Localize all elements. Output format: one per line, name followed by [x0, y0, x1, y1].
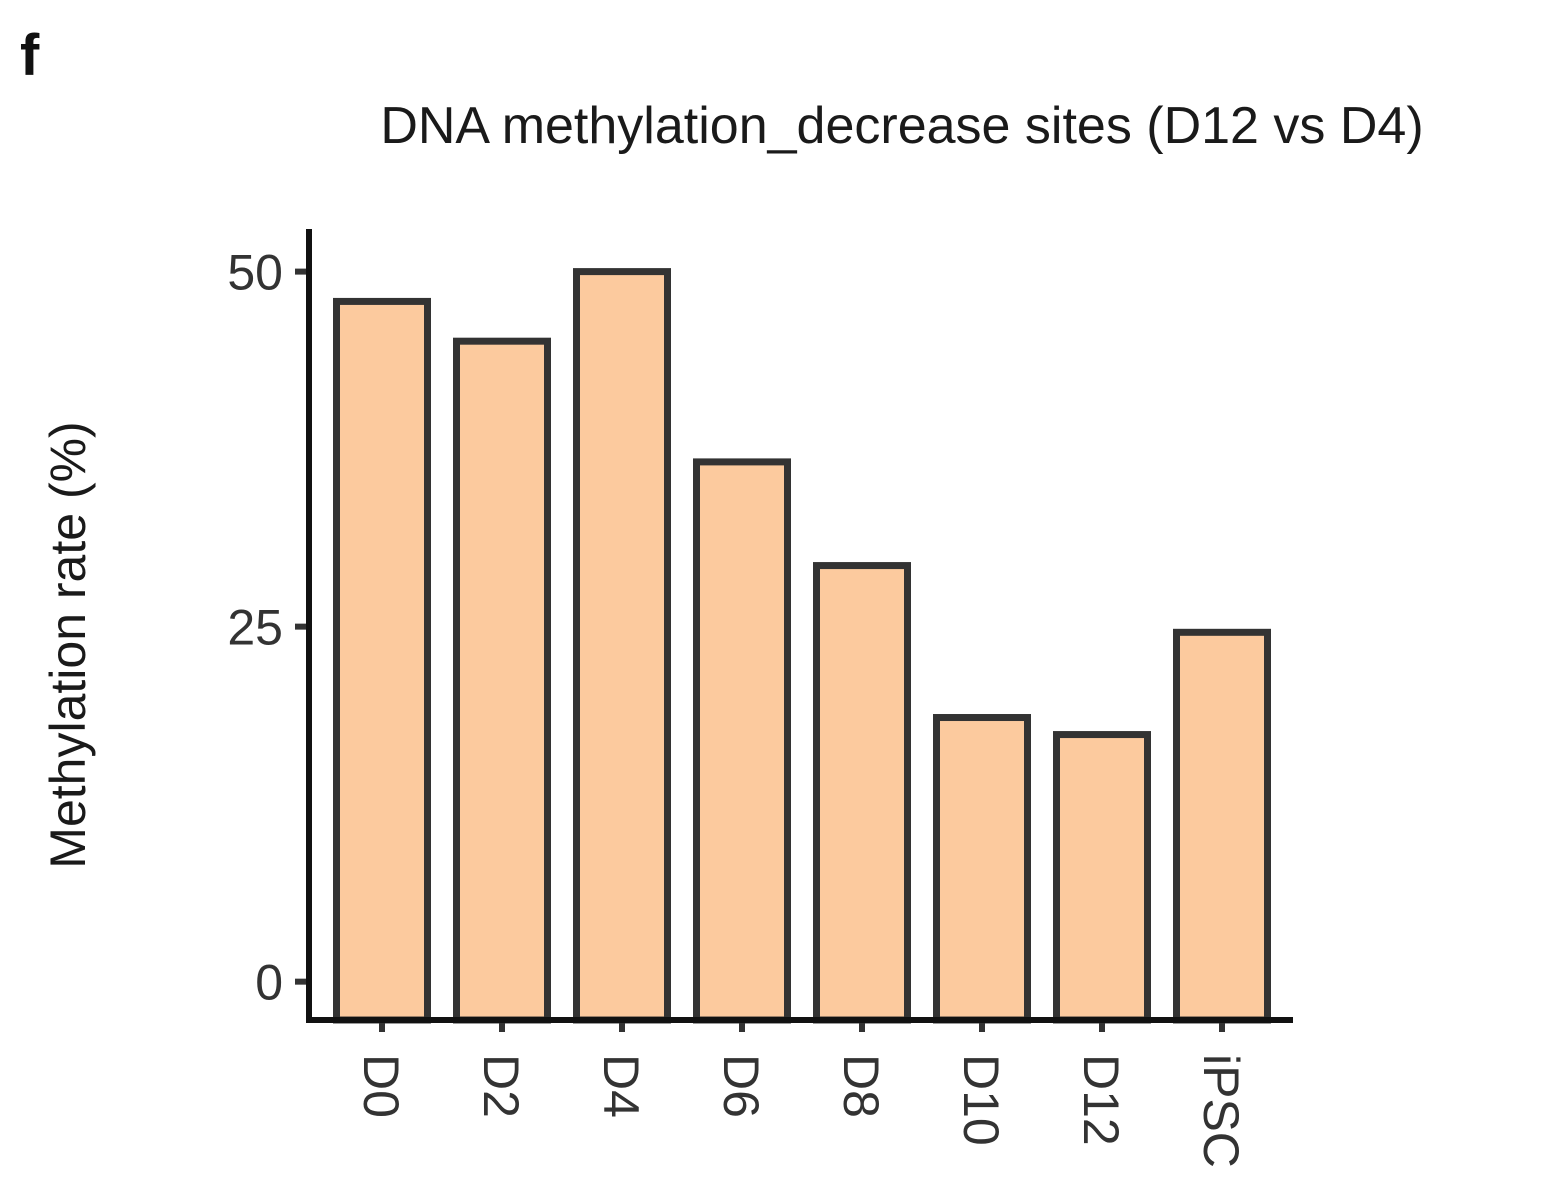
x-tick-label: D8: [833, 1054, 889, 1118]
bar-d10: [933, 714, 1031, 1024]
bar-d0: [333, 297, 431, 1024]
bar-ipsc: [1173, 628, 1271, 1024]
x-tick-label: D2: [473, 1054, 529, 1118]
chart-title: DNA methylation_decrease sites (D12 vs D…: [380, 97, 1423, 155]
x-tick-label: iPSC: [1193, 1054, 1249, 1168]
bars-group: [333, 268, 1271, 1024]
y-tick-label: 50: [227, 245, 283, 301]
panel-letter: f: [20, 23, 40, 88]
bar-d2: [453, 337, 551, 1024]
x-tick-label: D6: [713, 1054, 769, 1118]
y-tick-label: 25: [227, 600, 283, 656]
x-axis-ticks: D0 D2 D4 D6 D8 D10 D12 iPSC: [353, 1020, 1249, 1168]
bar-d4: [573, 268, 671, 1024]
y-axis-ticks: 0 25 50: [227, 245, 309, 1011]
y-axis-label: Methylation rate (%): [40, 421, 96, 868]
x-tick-label: D4: [593, 1054, 649, 1118]
bar-d12: [1053, 731, 1151, 1024]
bar-d8: [813, 562, 911, 1024]
x-tick-label: D10: [953, 1054, 1009, 1146]
x-tick-label: D0: [353, 1054, 409, 1118]
y-tick-label: 0: [255, 955, 283, 1011]
bar-d6: [693, 458, 791, 1024]
x-tick-label: D12: [1073, 1054, 1129, 1146]
